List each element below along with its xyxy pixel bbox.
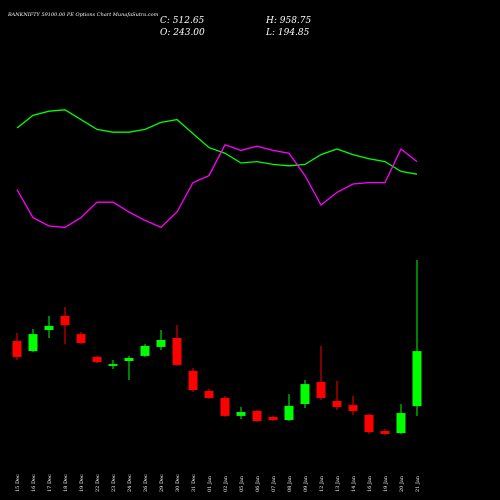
candle-body [124, 357, 134, 362]
x-tick-label: 22 Dec [95, 474, 101, 492]
x-tick-label: 24 Dec [127, 474, 133, 492]
x-tick-label: 09 Jan [303, 475, 309, 492]
candle-body [92, 356, 102, 363]
x-tick-label: 12 Jan [319, 475, 325, 492]
candle-body [252, 411, 262, 422]
x-tick-label: 18 Dec [63, 474, 69, 492]
x-tick-label: 16 Jan [367, 475, 373, 492]
x-tick-label: 21 Jan [415, 475, 421, 492]
candle-body [380, 431, 390, 435]
candle-body [76, 334, 86, 344]
x-tick-label: 20 Jan [399, 475, 405, 492]
candle-body [44, 325, 54, 330]
candle-body [204, 391, 214, 398]
candle-body [364, 414, 374, 433]
candle-body [220, 397, 230, 416]
candle-body [156, 340, 166, 347]
x-tick-label: 26 Dec [143, 474, 149, 492]
indicator-line [16, 144, 418, 229]
chart-title: BANKNIFTY 59100.00 PE Options Chart Muna… [7, 12, 159, 18]
x-tick-label: 15 Dec [15, 474, 21, 492]
x-tick-label: 31 Dec [191, 474, 197, 492]
x-tick-label: 19 Jan [383, 475, 389, 492]
x-tick-label: 19 Dec [79, 474, 85, 492]
candle-body [348, 405, 358, 412]
x-tick-label: 23 Dec [111, 474, 117, 492]
candle-body [60, 315, 70, 326]
candle-body [412, 351, 422, 407]
x-tick-label: 16 Dec [31, 474, 37, 492]
candle-body [12, 341, 22, 357]
candle-body [300, 384, 310, 405]
x-tick-label: 05 Jan [239, 475, 245, 492]
x-tick-label: 14 Jan [351, 475, 357, 492]
x-tick-label: 13 Jan [335, 475, 341, 492]
candle-body [28, 334, 38, 352]
candle-body [172, 337, 182, 365]
indicator-line [16, 109, 418, 175]
candle-body [284, 405, 294, 420]
candle-body [140, 345, 150, 356]
stat-close: C: 512.65 [160, 16, 205, 26]
candle-body [396, 413, 406, 434]
stat-high: H: 958.75 [265, 16, 312, 26]
candle-body [268, 416, 278, 420]
x-tick-label: 17 Dec [47, 474, 53, 492]
x-tick-label: 06 Jan [255, 475, 261, 492]
candle-body [108, 364, 118, 366]
x-tick-label: 01 Jan [207, 475, 213, 492]
stat-low: L: 194.85 [265, 28, 310, 38]
x-tick-label: 08 Jan [287, 475, 293, 492]
candle-body [316, 382, 326, 398]
candle-body [332, 401, 342, 407]
candle-body [236, 412, 246, 416]
x-tick-label: 07 Jan [271, 475, 277, 492]
x-tick-label: 30 Dec [175, 474, 181, 492]
x-tick-label: 02 Jan [223, 475, 229, 492]
candle-body [188, 371, 198, 390]
stat-open: O: 243.00 [160, 28, 205, 38]
x-tick-label: 29 Dec [159, 474, 165, 492]
